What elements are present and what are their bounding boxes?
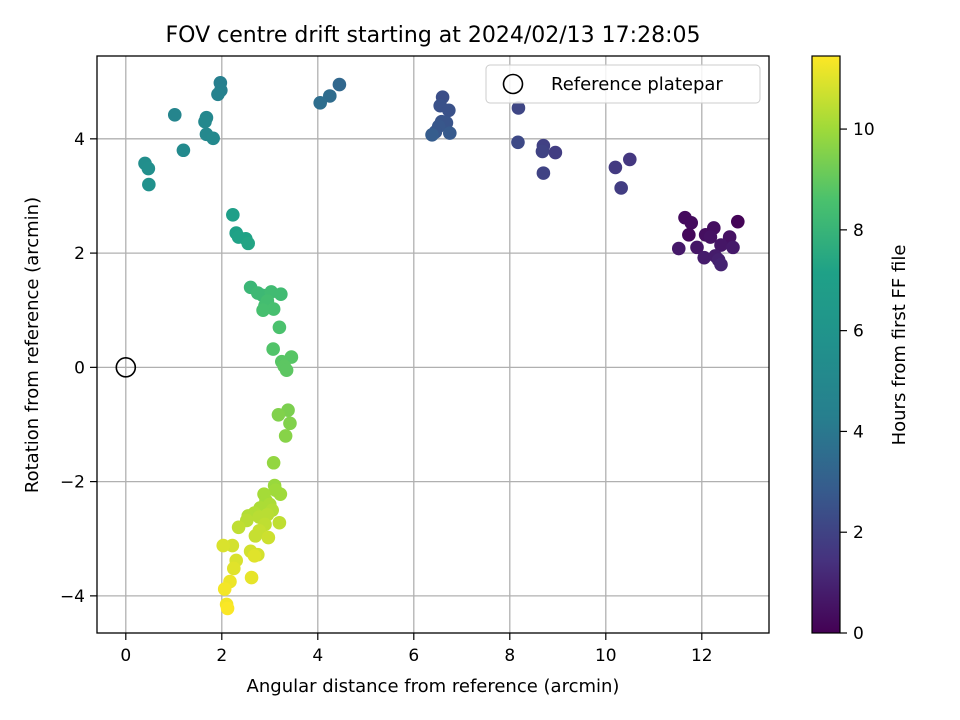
- data-point: [535, 144, 550, 159]
- data-point: [142, 177, 156, 192]
- data-point: [256, 303, 270, 318]
- colorbar-tick-label: 8: [853, 221, 864, 241]
- data-point: [141, 161, 156, 176]
- data-point: [241, 236, 255, 251]
- chart-title: FOV centre drift starting at 2024/02/13 …: [166, 23, 701, 48]
- y-tick-label: 2: [74, 244, 85, 264]
- data-point: [608, 160, 623, 175]
- data-point: [323, 89, 337, 103]
- data-point: [283, 416, 297, 431]
- data-point: [671, 241, 686, 256]
- reference-platepar-marker: [115, 357, 137, 378]
- data-point: [332, 77, 347, 92]
- data-point: [272, 515, 287, 530]
- data-point: [271, 407, 286, 422]
- x-axis-label: Angular distance from reference (arcmin): [247, 676, 620, 697]
- legend-marker: [502, 73, 524, 95]
- x-tick-label: 4: [312, 646, 323, 666]
- data-point: [703, 230, 718, 244]
- y-axis-ticks: −4 −2 0 2 4: [60, 130, 97, 607]
- data-point: [682, 228, 696, 242]
- x-tick-label: 8: [504, 646, 515, 666]
- data-point: [443, 126, 457, 140]
- data-point: [684, 216, 699, 230]
- data-point: [690, 240, 704, 255]
- grid-lines: [97, 56, 769, 633]
- data-point: [266, 342, 280, 356]
- legend-entry-reference-platepar: Reference platepar: [551, 74, 723, 95]
- y-tick-label: 4: [74, 130, 85, 150]
- data-point: [726, 240, 740, 255]
- data-point: [536, 166, 551, 180]
- data-point: [216, 538, 231, 553]
- colorbar-label: Hours from first FF file: [889, 245, 910, 446]
- data-point: [227, 561, 241, 576]
- data-point: [614, 181, 628, 195]
- colorbar-gradient: [811, 55, 841, 634]
- legend: Reference platepar: [485, 64, 761, 104]
- colorbar-ticks: 0 2 4 6 8 10: [840, 120, 875, 644]
- data-point: [511, 101, 526, 115]
- x-axis-ticks: 0 2 4 6 8 10 12: [120, 633, 713, 666]
- data-point: [247, 549, 262, 563]
- data-point: [198, 114, 212, 129]
- data-point: [217, 582, 232, 596]
- data-point: [176, 143, 191, 158]
- data-point: [511, 135, 525, 150]
- y-axis-label: Rotation from reference (arcmin): [22, 197, 43, 493]
- x-tick-label: 2: [216, 646, 227, 666]
- scatter-points: [138, 76, 745, 616]
- colorbar-tick-label: 4: [853, 422, 864, 442]
- data-point: [731, 214, 745, 229]
- data-point: [220, 601, 235, 616]
- data-point: [273, 487, 288, 501]
- data-point: [425, 128, 439, 142]
- colorbar: 0 2 4 6 8 10 Hours from first FF file: [811, 55, 910, 644]
- data-point: [313, 96, 328, 110]
- x-tick-label: 12: [691, 646, 713, 666]
- data-point: [206, 131, 220, 146]
- data-point: [278, 429, 293, 443]
- data-point: [211, 87, 225, 102]
- legend-box: [485, 64, 761, 104]
- data-point: [697, 250, 711, 265]
- data-point: [248, 529, 263, 543]
- colorbar-tick-label: 6: [853, 322, 864, 342]
- data-point: [623, 152, 637, 167]
- data-point: [226, 208, 240, 222]
- colorbar-tick-label: 10: [853, 120, 875, 140]
- y-tick-label: −4: [60, 587, 85, 607]
- data-point: [244, 570, 259, 585]
- x-tick-label: 10: [595, 646, 617, 666]
- colorbar-tick-label: 0: [853, 624, 864, 644]
- data-point: [266, 455, 281, 470]
- data-point: [266, 302, 281, 316]
- data-point: [261, 530, 276, 545]
- y-tick-label: −2: [60, 473, 85, 493]
- data-point: [714, 257, 728, 272]
- data-point: [442, 103, 456, 118]
- data-point: [714, 238, 728, 252]
- data-point: [231, 520, 246, 535]
- data-point: [274, 287, 288, 302]
- y-tick-label: 0: [74, 358, 85, 378]
- data-point: [548, 145, 563, 160]
- plot-frame: [96, 55, 770, 634]
- data-point: [722, 230, 737, 244]
- data-point: [272, 320, 287, 335]
- x-tick-label: 6: [408, 646, 419, 666]
- x-tick-label: 0: [120, 646, 131, 666]
- colorbar-tick-label: 2: [853, 523, 864, 543]
- data-point: [167, 108, 182, 122]
- data-point: [279, 363, 294, 378]
